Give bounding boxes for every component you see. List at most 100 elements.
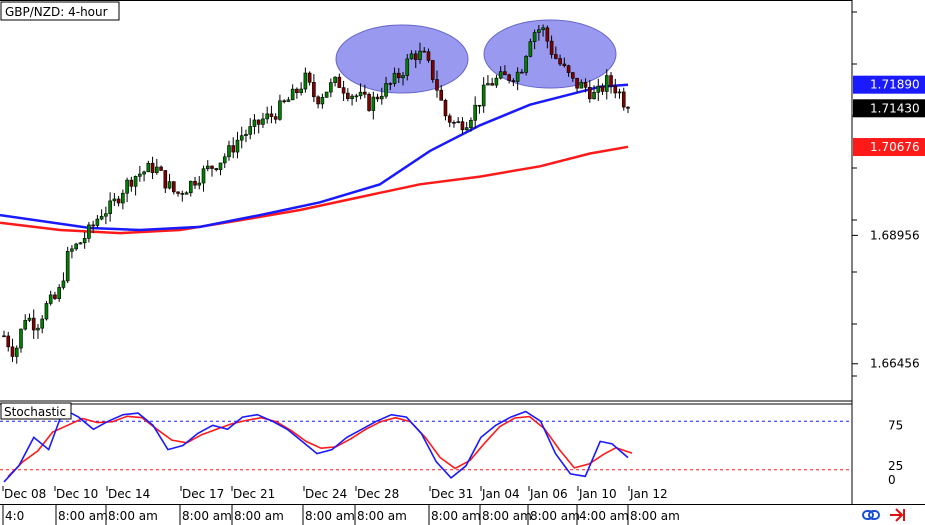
candle: [265, 106, 269, 124]
price-panel: [0, 19, 630, 364]
candle: [464, 121, 469, 131]
candle: [447, 113, 452, 128]
candle: [498, 66, 503, 80]
stochastic-label: Stochastic: [4, 405, 66, 419]
candle: [583, 78, 588, 93]
candle: [320, 93, 325, 109]
candle: [227, 140, 231, 161]
candle: [188, 180, 193, 197]
candle: [159, 165, 163, 171]
chart-title: GBP/NZD: 4-hour: [5, 5, 108, 19]
candle: [460, 117, 465, 135]
candle: [44, 300, 49, 321]
candle: [138, 166, 142, 182]
date-tick-label: Dec 08: [4, 487, 46, 501]
candle: [23, 314, 28, 331]
candle: [571, 71, 575, 82]
candle: [316, 95, 320, 109]
price-tag: 1.71890: [853, 75, 925, 94]
candle: [14, 345, 19, 364]
candle: [430, 60, 435, 83]
candle: [78, 241, 83, 245]
candle: [324, 91, 329, 98]
candle: [290, 84, 295, 101]
candle: [150, 156, 155, 180]
candle: [2, 330, 6, 338]
candle: [418, 42, 422, 64]
candle: [27, 313, 32, 323]
left-peak-highlight: [335, 24, 469, 94]
candle: [545, 25, 550, 49]
candle: [214, 167, 219, 172]
date-tick-label: Dec 31: [431, 487, 473, 501]
candle: [129, 176, 134, 192]
time-tick-label: 8:00 am: [530, 509, 580, 523]
candle: [367, 92, 371, 112]
arrow-icon[interactable]: [890, 508, 905, 522]
candle: [193, 176, 197, 189]
candle: [180, 190, 185, 202]
candle: [354, 93, 359, 102]
candle: [261, 112, 265, 129]
candle: [507, 73, 511, 84]
link-icon[interactable]: [862, 510, 880, 520]
candle: [604, 69, 609, 100]
price-tag-label: 1.71890: [870, 78, 920, 92]
candle: [307, 71, 312, 86]
price-tag-label: 1.70676: [870, 140, 920, 154]
stochastic-panel: Stochastic: [0, 400, 852, 483]
candle: [596, 78, 601, 101]
candle: [146, 160, 151, 173]
candle: [384, 76, 388, 99]
candle: [244, 129, 248, 143]
time-tick-label: 4:0: [5, 509, 24, 523]
stochastic-label-box: [0, 402, 72, 420]
candle: [621, 87, 626, 111]
candle: [163, 170, 168, 194]
candle: [36, 324, 40, 339]
time-tick-label: 8:00 am: [58, 509, 108, 523]
candle: [231, 137, 236, 159]
candle: [74, 242, 78, 251]
candle: [469, 117, 473, 132]
candle: [515, 67, 520, 91]
candle: [511, 78, 516, 87]
candle: [337, 73, 342, 88]
candle: [239, 126, 244, 149]
candle: [503, 65, 507, 76]
candle: [566, 64, 571, 77]
candle: [613, 78, 618, 99]
stochastic-main-line: [3, 407, 629, 483]
time-tick-label: 8:00 am: [108, 509, 158, 523]
candle: [392, 67, 397, 87]
price-tag: 1.70676: [853, 138, 925, 157]
candle: [579, 79, 584, 89]
candle: [61, 272, 66, 290]
candle: [87, 221, 91, 243]
candle: [524, 55, 528, 76]
candle: [65, 246, 70, 284]
time-tick-label: 8:00 am: [431, 509, 481, 523]
candle: [375, 93, 380, 102]
date-tick-label: Dec 17: [182, 487, 224, 501]
candle: [222, 153, 227, 168]
candle: [197, 176, 202, 190]
candle: [371, 91, 376, 120]
candle: [70, 245, 74, 259]
candle: [133, 175, 138, 196]
candle: [121, 189, 125, 210]
candle: [473, 96, 477, 129]
candle: [422, 47, 427, 53]
candle: [413, 50, 418, 69]
date-tick-label: Dec 21: [233, 487, 275, 501]
candle: [426, 48, 431, 63]
candle: [528, 38, 533, 58]
candle: [112, 193, 117, 207]
time-axis: Dec 08 Dec 10 Dec 14 Dec 17 Dec 21 Dec 24 Dec …: [2, 486, 680, 525]
candle: [401, 71, 405, 86]
candle: [108, 192, 112, 222]
candle: [40, 315, 45, 334]
candle: [333, 76, 337, 87]
sma-blue-line: [0, 83, 629, 232]
